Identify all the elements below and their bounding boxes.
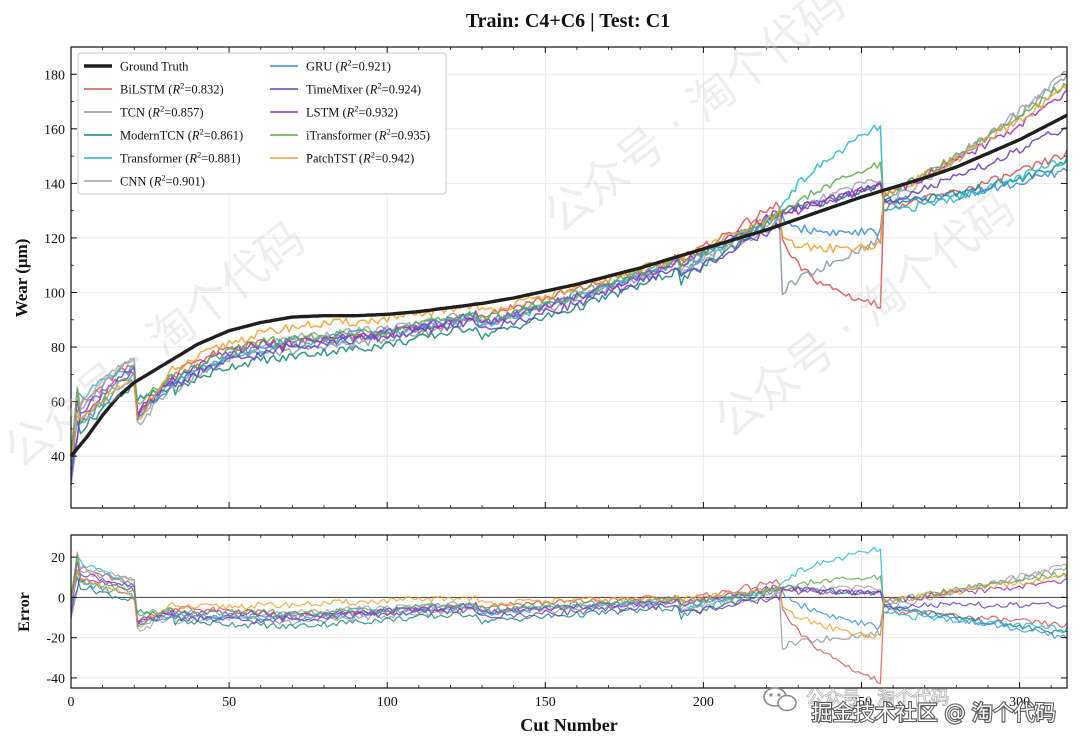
main-y-tick-label: 100: [44, 287, 65, 302]
legend-box: [77, 52, 447, 195]
main-plot-frame: [70, 46, 1068, 509]
x-tick-label: 0: [68, 695, 75, 710]
footer-watermark: 公众号 · 淘个代码 掘金技术社区 @ 淘个代码: [763, 687, 1057, 726]
legend-label-bilstm: BiLSTM (R2=0.832): [120, 81, 224, 97]
x-tick-label: 100: [377, 695, 398, 710]
main-y-tick-label: 140: [44, 177, 65, 192]
main-y-tick-label: 40: [51, 450, 65, 465]
legend-label-patchtst: PatchTST (R2=0.942): [306, 150, 414, 166]
error-plot-frame: [70, 534, 1068, 689]
legend-label-tcn: TCN (R2=0.857): [120, 104, 204, 120]
main-series-lines: [69, 70, 1068, 486]
error-line-timemixer: [70, 573, 1068, 625]
error-axis-ticks: 0 50 100 150 200 250 300 -40 -20 0 20: [46, 47, 1067, 710]
x-tick-label: 300: [1009, 695, 1030, 710]
series-line-moderntcn: [70, 160, 1068, 470]
legend-label-cnn: CNN (R2=0.901): [120, 173, 205, 189]
x-tick-label: 200: [693, 695, 714, 710]
legend-label-lstm: LSTM (R2=0.932): [306, 104, 398, 120]
legend-label-itransformer: iTransformer (R2=0.935): [306, 127, 430, 143]
legend-label-moderntcn: ModernTCN (R2=0.861): [120, 127, 243, 143]
x-axis-label: Cut Number: [520, 715, 618, 735]
error-line-itransformer: [70, 553, 1068, 618]
main-y-tick-label: 80: [51, 341, 65, 356]
footer-channel-text: 公众号 · 淘个代码: [806, 688, 949, 709]
main-y-tick-label: 120: [44, 232, 65, 247]
error-y-tick-label: 0: [58, 591, 65, 606]
chart-title: Train: C4+C6 | Test: C1: [466, 10, 670, 32]
main-axis-ticks: 40 60 80 100 120 140 160 180: [44, 47, 1067, 508]
legend-label-gt: Ground Truth: [120, 60, 189, 74]
error-y-tick-label: 20: [51, 551, 65, 566]
main-y-tick-label: 60: [51, 396, 65, 411]
main-y-tick-label: 160: [44, 123, 65, 138]
x-tick-label: 50: [222, 695, 236, 710]
series-line-gt: [69, 113, 1068, 458]
error-y-tick-label: -20: [46, 632, 65, 647]
footer-brand-text: 掘金技术社区 @ 淘个代码: [812, 701, 1056, 725]
error-series-lines: [70, 546, 1068, 685]
error-y-axis-label: Error: [16, 592, 33, 632]
x-tick-label: 150: [535, 695, 556, 710]
wechat-icon: [763, 687, 797, 712]
legend: Ground Truth BiLSTM (R2=0.832) TCN (R2=0.8…: [77, 52, 447, 195]
legend-label-transformer: Transformer (R2=0.881): [120, 150, 241, 166]
error-line-moderntcn: [70, 576, 1068, 635]
x-tick-label: 250: [851, 695, 872, 710]
main-y-axis-label: Wear (μm): [12, 239, 31, 318]
series-line-timemixer: [70, 126, 1068, 480]
main-y-tick-label: 180: [44, 68, 65, 83]
legend-label-gru: GRU (R2=0.921): [306, 58, 391, 74]
legend-label-timemixer: TimeMixer (R2=0.924): [306, 81, 421, 97]
error-line-patchtst: [70, 570, 1068, 639]
error-y-tick-label: -40: [46, 672, 65, 687]
